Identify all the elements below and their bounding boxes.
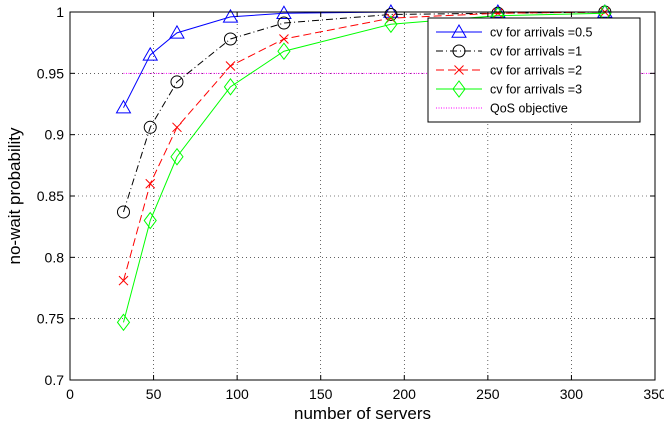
data-point-circle (223, 32, 237, 46)
data-point-circle (170, 75, 184, 89)
data-point-triangle (169, 24, 185, 39)
data-point-x (172, 122, 182, 133)
y-tick-label: 0.75 (37, 311, 64, 327)
legend-entry: cv for arrivals =2 (436, 64, 582, 78)
legend-label: cv for arrivals =1 (490, 45, 582, 59)
data-point-diamond (143, 211, 157, 230)
data-point-triangle (115, 99, 132, 114)
data-point-circle (277, 16, 291, 30)
x-marker-stroke (279, 34, 289, 44)
x-marker-stroke (145, 178, 156, 189)
x-tick-label: 300 (560, 386, 584, 402)
data-point-triangle (596, 3, 613, 18)
y-tick-label: 0.95 (37, 65, 64, 81)
legend-label: cv for arrivals =0.5 (490, 26, 593, 40)
data-point-x (118, 275, 129, 286)
data-point-diamond (277, 42, 291, 61)
data-point-circle (452, 44, 466, 58)
x-tick-label: 100 (225, 386, 249, 402)
legend-entry: cv for arrivals =1 (436, 44, 582, 59)
data-point-diamond (452, 80, 466, 98)
series-line (123, 11, 605, 213)
legend-entry: cv for arrivals =0.5 (436, 23, 593, 40)
data-point-diamond (384, 15, 398, 34)
data-point-x (386, 13, 396, 23)
data-point-x (225, 61, 236, 71)
x-marker-stroke (172, 122, 182, 133)
data-point-diamond (116, 313, 131, 332)
x-marker-stroke (454, 65, 464, 75)
y-tick-label: 0.7 (45, 372, 65, 388)
y-axis-label: no-wait probability (5, 127, 24, 265)
x-tick-label: 50 (146, 386, 162, 402)
x-axis-label: number of servers (294, 404, 431, 423)
series-4 (116, 4, 612, 332)
data-point-triangle (142, 46, 159, 61)
x-tick-label: 250 (476, 386, 500, 402)
legend-entry: QoS objective (436, 102, 568, 116)
x-tick-label: 150 (309, 386, 333, 402)
data-point-triangle (490, 3, 506, 18)
grid (70, 12, 655, 380)
legend-label: cv for arrivals =3 (490, 83, 582, 97)
x-tick-label: 200 (393, 386, 417, 402)
y-tick-label: 0.9 (45, 127, 65, 143)
x-marker-stroke (386, 13, 396, 23)
legend: cv for arrivals =0.5 cv for arrivals =1 cv… (427, 17, 641, 123)
y-tick-label: 0.8 (45, 249, 65, 265)
data-point-x (454, 65, 464, 75)
x-tick-label: 350 (643, 386, 664, 402)
x-marker-stroke (225, 61, 236, 71)
data-point-diamond (223, 77, 238, 96)
data-point-circle (143, 120, 157, 134)
y-tick-label: 1 (56, 4, 64, 20)
legend-entry: cv for arrivals =3 (436, 80, 582, 98)
data-point-diamond (170, 147, 184, 166)
data-point-x (145, 178, 156, 189)
data-point-circle (384, 7, 398, 21)
legend-label: QoS objective (490, 102, 568, 116)
legend-label: cv for arrivals =2 (490, 64, 582, 78)
data-point-circle (116, 205, 130, 219)
data-point-triangle (222, 8, 239, 23)
x-tick-label: 0 (66, 386, 74, 402)
series-line (123, 12, 605, 323)
y-tick-label: 0.85 (37, 188, 64, 204)
data-point-triangle (451, 23, 467, 38)
axis-ticks: 0 50 100 150 200 250 300 350 0.7 0.75 0.8 0.85 0.9 0.… (37, 4, 664, 402)
series-line (123, 11, 605, 281)
x-marker-stroke (118, 275, 129, 286)
data-point-triangle (383, 3, 399, 18)
data-point-x (279, 34, 289, 44)
